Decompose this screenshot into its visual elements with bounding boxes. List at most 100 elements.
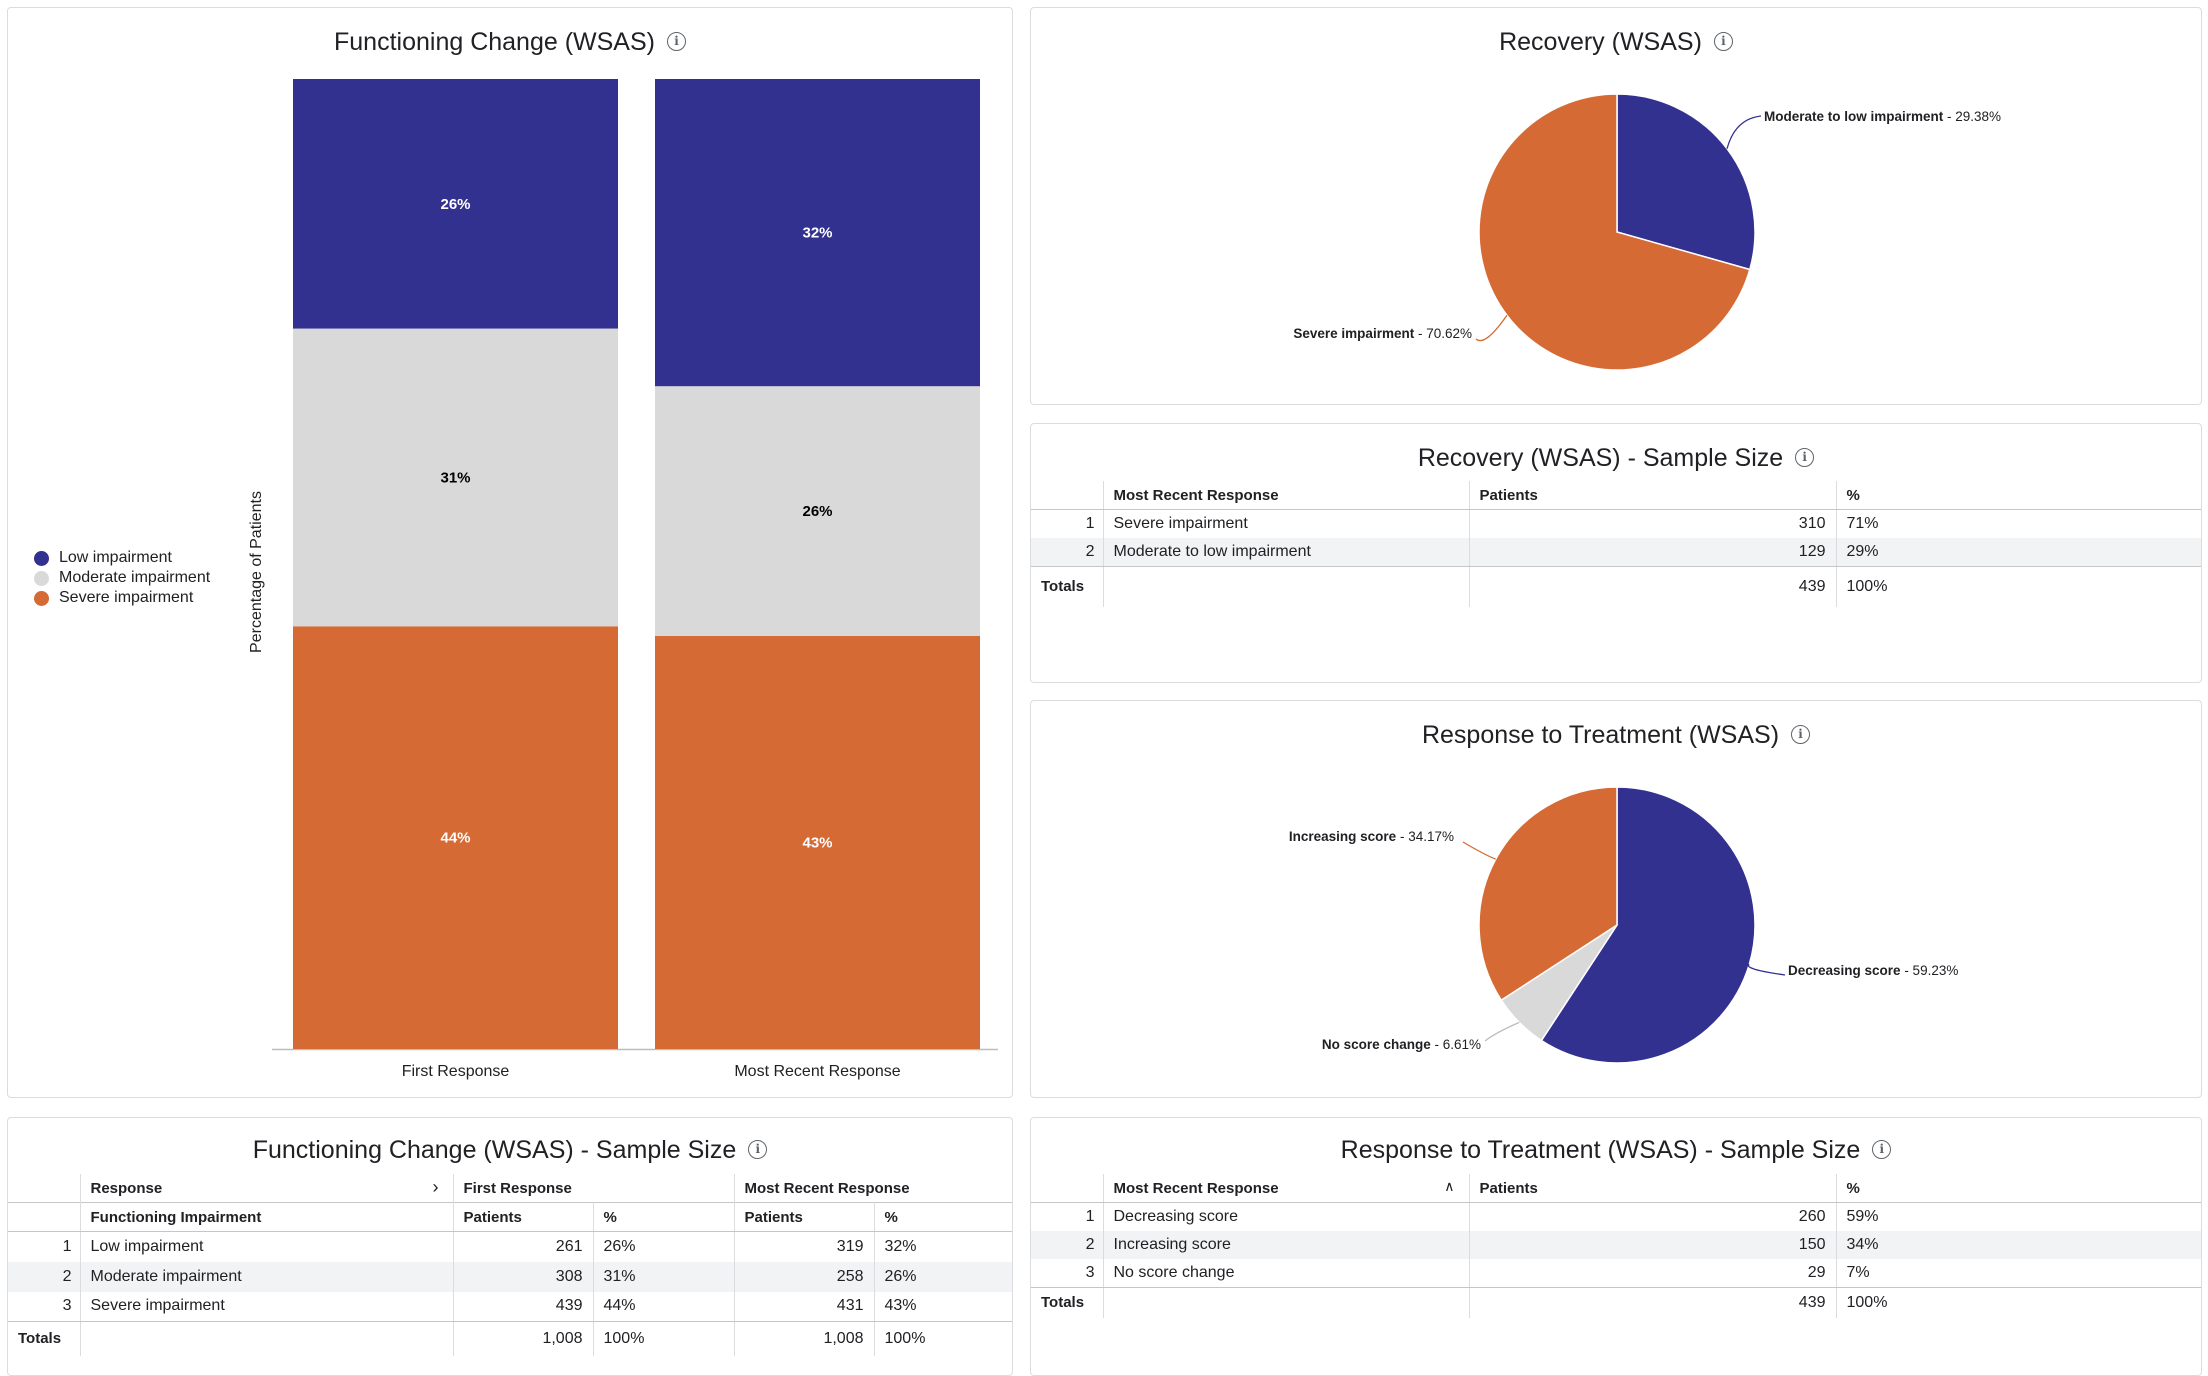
functioning-data-table: Response › First Response Most Recent Re… (8, 1174, 1013, 1356)
bar-segment-severe-impairment[interactable] (293, 626, 618, 1049)
info-icon[interactable]: i (1795, 447, 1815, 467)
sort-ascending-icon[interactable]: ∧ (1444, 1178, 1455, 1194)
column-header[interactable]: % (592, 1202, 734, 1232)
response-pie-chart: Decreasing score - 59.23% No score change… (1289, 786, 1958, 1064)
legend-item-severe[interactable]: Severe impairment (34, 588, 210, 608)
totals-row: Totals 439 100% (1031, 566, 2201, 607)
response-table-panel: Response to Treatment (WSAS) - Sample Si… (1030, 1117, 2202, 1376)
bar-data-label: 32% (802, 225, 832, 242)
row-label: Moderate to low impairment (1102, 538, 1469, 567)
column-header[interactable]: Patients (1468, 481, 1836, 510)
recovery-table-panel: Recovery (WSAS) - Sample Size i Most Rece… (1030, 423, 2202, 683)
table-group-header-row: Response › First Response Most Recent Re… (8, 1174, 1013, 1203)
index-header (8, 1202, 80, 1232)
column-header[interactable]: Patients (1468, 1174, 1836, 1203)
functioning-table-title: Functioning Change (WSAS) - Sample Size (252, 1136, 737, 1164)
info-icon[interactable]: i (1872, 1139, 1892, 1159)
bar-data-label: 26% (440, 196, 470, 213)
pie-slice-label: Increasing score - 34.17% (1289, 829, 1454, 844)
functioning-bar-chart: Percentage of Patients 26% 31% 44% First Res… (248, 79, 998, 1080)
info-icon[interactable]: i (748, 1139, 768, 1159)
totals-row: Totals 439 100% (1031, 1287, 2201, 1318)
row-index: 3 (1031, 1259, 1103, 1288)
row-label: Severe impairment (1102, 509, 1469, 538)
bar-segment-moderate-impairment[interactable] (655, 386, 980, 637)
pie-leader-line (1726, 115, 1762, 149)
patients-cell: 29 (1468, 1259, 1836, 1288)
functioning-table-title-row: Functioning Change (WSAS) - Sample Size i (8, 1136, 1012, 1165)
bar-data-label: 43% (802, 835, 832, 852)
pct-cell: 59% (1835, 1202, 2201, 1231)
chevron-right-icon[interactable]: › (432, 1177, 439, 1197)
row-index: 3 (8, 1291, 80, 1322)
table-row[interactable]: 3 No score change 29 7% (1031, 1259, 2201, 1288)
recovery-data-table: Most Recent Response Patients % 1 Severe… (1031, 481, 2201, 607)
row-label: No score change (1102, 1259, 1469, 1288)
legend-swatch-low (34, 550, 49, 566)
column-header[interactable]: % (1835, 481, 2201, 510)
column-header[interactable]: Patients (452, 1202, 593, 1232)
pie-leader-line (1484, 1021, 1520, 1042)
legend-swatch-severe (34, 590, 49, 606)
pie-slice-moderate-to-low-impairment[interactable] (1616, 93, 1756, 271)
index-header (8, 1174, 80, 1203)
info-icon[interactable]: i (1791, 724, 1811, 744)
row-label: Low impairment (79, 1231, 453, 1262)
column-header[interactable]: % (873, 1202, 1013, 1232)
table-row[interactable]: 2 Increasing score 150 34% (1031, 1231, 2201, 1259)
pie-slice-label: Severe impairment - 70.62% (1293, 326, 1472, 341)
pie-slice-label: Decreasing score - 59.23% (1788, 963, 1958, 978)
totals-empty (1102, 1287, 1469, 1318)
first-pct-cell: 26% (592, 1231, 734, 1262)
pie-slice-severe-impairment[interactable] (1478, 93, 1751, 371)
recent-patients-cell: 258 (733, 1261, 874, 1292)
recent-patients-cell: 431 (733, 1291, 874, 1322)
table-row[interactable]: 1 Severe impairment 310 71% (1031, 509, 2201, 538)
row-index: 2 (8, 1261, 80, 1292)
bar-segment-low-impairment[interactable] (293, 79, 618, 329)
bar-segment-low-impairment[interactable] (655, 79, 980, 387)
bar-segment-severe-impairment[interactable] (655, 636, 980, 1049)
totals-label: Totals (1041, 1294, 1085, 1312)
totals-recent-pct: 100% (873, 1321, 1013, 1356)
column-header[interactable]: Most Recent Response ∧ (1102, 1174, 1469, 1203)
legend-item-moderate[interactable]: Moderate impairment (34, 568, 210, 588)
response-table-title: Response to Treatment (WSAS) - Sample Si… (1340, 1136, 1861, 1164)
table-row[interactable]: 3 Severe impairment 439 44% 431 43% (8, 1291, 1013, 1322)
legend-item-low[interactable]: Low impairment (34, 548, 210, 568)
table-row[interactable]: 1 Decreasing score 260 59% (1031, 1202, 2201, 1231)
functioning-chart-title: Functioning Change (WSAS) (334, 28, 655, 56)
table-header-row: Most Recent Response Patients % (1031, 481, 2201, 510)
bar-data-label: 31% (440, 470, 470, 487)
totals-first-pct: 100% (592, 1321, 734, 1356)
pie-slice-increasing-score[interactable] (1478, 786, 1618, 1002)
recovery-table-title: Recovery (WSAS) - Sample Size (1417, 444, 1784, 472)
row-label: Severe impairment (79, 1291, 453, 1322)
column-header[interactable]: Most Recent Response (1102, 481, 1469, 510)
row-index: 2 (1031, 538, 1103, 567)
row-label: Increasing score (1102, 1231, 1469, 1259)
table-row[interactable]: 2 Moderate impairment 308 31% 258 26% (8, 1261, 1013, 1292)
recent-patients-cell: 319 (733, 1231, 874, 1262)
column-header[interactable]: % (1835, 1174, 2201, 1203)
table-row[interactable]: 1 Low impairment 261 26% 319 32% (8, 1231, 1013, 1262)
recovery-chart-title: Recovery (WSAS) (1499, 28, 1702, 56)
table-header-row: Functioning Impairment Patients % Patien… (8, 1202, 1013, 1232)
row-header[interactable]: Functioning Impairment (79, 1202, 453, 1232)
totals-patients: 439 (1468, 1287, 1836, 1318)
bar-segment-moderate-impairment[interactable] (293, 328, 618, 627)
table-row[interactable]: 2 Moderate to low impairment 129 29% (1031, 538, 2201, 567)
recovery-pie-chart: Moderate to low impairment - 29.38% Sever… (1293, 93, 2001, 371)
column-group-label[interactable]: Response › (79, 1174, 453, 1203)
info-icon[interactable]: i (1713, 31, 1733, 51)
recovery-table-title-row: Recovery (WSAS) - Sample Size i (1031, 444, 2201, 473)
x-tick-label: First Response (402, 1063, 510, 1080)
info-icon[interactable]: i (666, 31, 686, 51)
patients-cell: 150 (1468, 1231, 1836, 1259)
row-index: 1 (1085, 1208, 1095, 1225)
recent-pct-cell: 26% (873, 1261, 1013, 1292)
pie-leader-line (1475, 314, 1508, 342)
column-header[interactable]: Patients (733, 1202, 874, 1232)
pie-leader-line (1462, 841, 1496, 860)
response-chart-title: Response to Treatment (WSAS) (1421, 721, 1780, 749)
